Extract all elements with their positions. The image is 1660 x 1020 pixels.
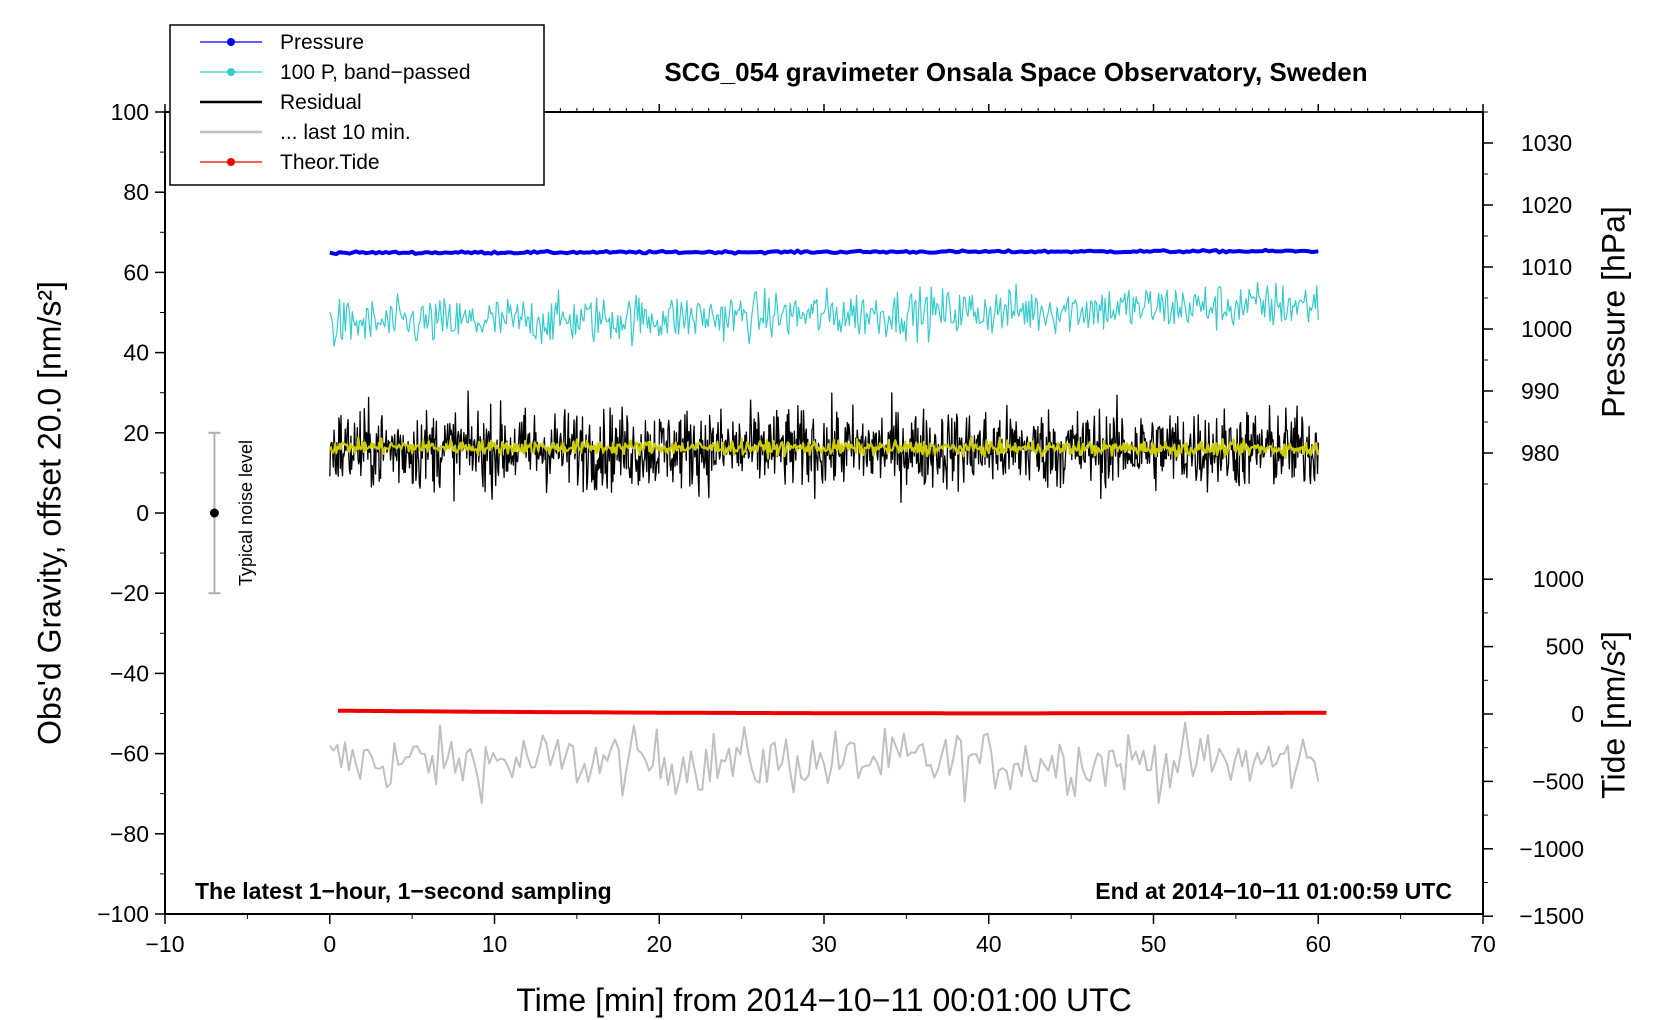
y-tick-label: 40 — [123, 340, 149, 366]
x-tick-label: 0 — [323, 931, 336, 957]
series-line-pressure — [329, 247, 1319, 257]
pressure-tick-label: 1030 — [1521, 130, 1572, 156]
legend-items: Pressure 100 P, band−passed Residual ... la… — [200, 31, 471, 174]
y-tick-label: −60 — [110, 741, 149, 767]
x-tick-label: 70 — [1470, 931, 1496, 957]
tide-tick-label: −1500 — [1519, 903, 1584, 929]
y-tick-label: 60 — [123, 259, 149, 285]
pressure-axis-title: Pressure [hPa] — [1595, 206, 1631, 418]
pressure-tick-label: 1000 — [1521, 316, 1572, 342]
end-time-note: End at 2014−10−11 01:00:59 UTC — [1095, 878, 1452, 904]
series-line--last-10-min- — [329, 721, 1320, 805]
pressure-tick-label: 1020 — [1521, 192, 1572, 218]
legend-swatch-marker — [227, 38, 235, 46]
x-axis-ticks: −10 0 10 20 30 40 50 60 70 — [145, 104, 1496, 957]
y-axis-title: Obs'd Gravity, offset 20.0 [nm/s²] — [31, 281, 67, 745]
plot-frame — [164, 111, 1484, 915]
y-tick-label: −80 — [110, 821, 149, 847]
legend: Pressure 100 P, band−passed Residual ... la… — [169, 24, 545, 186]
legend-label: 100 P, band−passed — [280, 61, 471, 84]
tide-tick-label: 1000 — [1533, 566, 1584, 592]
y-tick-label: 20 — [123, 420, 149, 446]
x-tick-label: 40 — [976, 931, 1002, 957]
noise-level-indicator — [208, 431, 221, 595]
legend-label: ... last 10 min. — [280, 121, 411, 144]
pressure-axis-ticks: 980 990 1000 1010 1020 1030 — [1483, 111, 1572, 485]
x-tick-label: 30 — [811, 931, 837, 957]
y-tick-label: −40 — [110, 660, 149, 686]
tide-tick-label: −1000 — [1519, 836, 1584, 862]
y-tick-label: 80 — [123, 179, 149, 205]
tide-tick-label: 500 — [1546, 634, 1584, 660]
legend-label: Theor.Tide — [280, 151, 380, 174]
series-line-100-p-band-passed — [329, 282, 1319, 347]
sampling-note: The latest 1−hour, 1−second sampling — [195, 878, 612, 904]
series-line-theor-tide — [338, 708, 1327, 716]
noise-level-label: Typical noise level — [236, 440, 256, 586]
legend-swatch-marker — [227, 158, 235, 166]
minor-ticks — [160, 108, 1484, 919]
x-tick-label: 20 — [646, 931, 672, 957]
series-line-smoothed-residual — [329, 436, 1320, 460]
tide-tick-label: −500 — [1532, 768, 1584, 794]
series-layer — [329, 247, 1327, 805]
legend-swatch-marker — [227, 68, 235, 76]
y-tick-label: 100 — [111, 99, 149, 125]
x-axis-title: Time [min] from 2014−10−11 00:01:00 UTC — [516, 982, 1131, 1018]
pressure-tick-label: 980 — [1521, 440, 1559, 466]
pressure-tick-label: 990 — [1521, 378, 1559, 404]
pressure-tick-label: 1010 — [1521, 254, 1572, 280]
x-tick-label: 50 — [1141, 931, 1167, 957]
tide-axis-ticks: −1500 −1000 −500 0 500 1000 — [1483, 566, 1584, 929]
x-tick-label: 60 — [1305, 931, 1331, 957]
legend-label: Pressure — [280, 31, 364, 54]
chart-title: SCG_054 gravimeter Onsala Space Observat… — [664, 57, 1367, 87]
y-tick-label: −20 — [110, 580, 149, 606]
y-tick-label: −100 — [97, 901, 149, 927]
tide-axis-title: Tide [nm/s²] — [1595, 631, 1631, 799]
x-tick-label: 10 — [482, 931, 508, 957]
noise-bar-center-dot — [209, 508, 219, 518]
y-tick-label: 0 — [136, 500, 149, 526]
tide-tick-label: 0 — [1571, 701, 1584, 727]
x-tick-label: −10 — [145, 931, 184, 957]
y-axis-ticks: −100 −80 −60 −40 −20 0 20 40 60 80 100 — [97, 99, 165, 927]
legend-label: Residual — [280, 91, 362, 114]
